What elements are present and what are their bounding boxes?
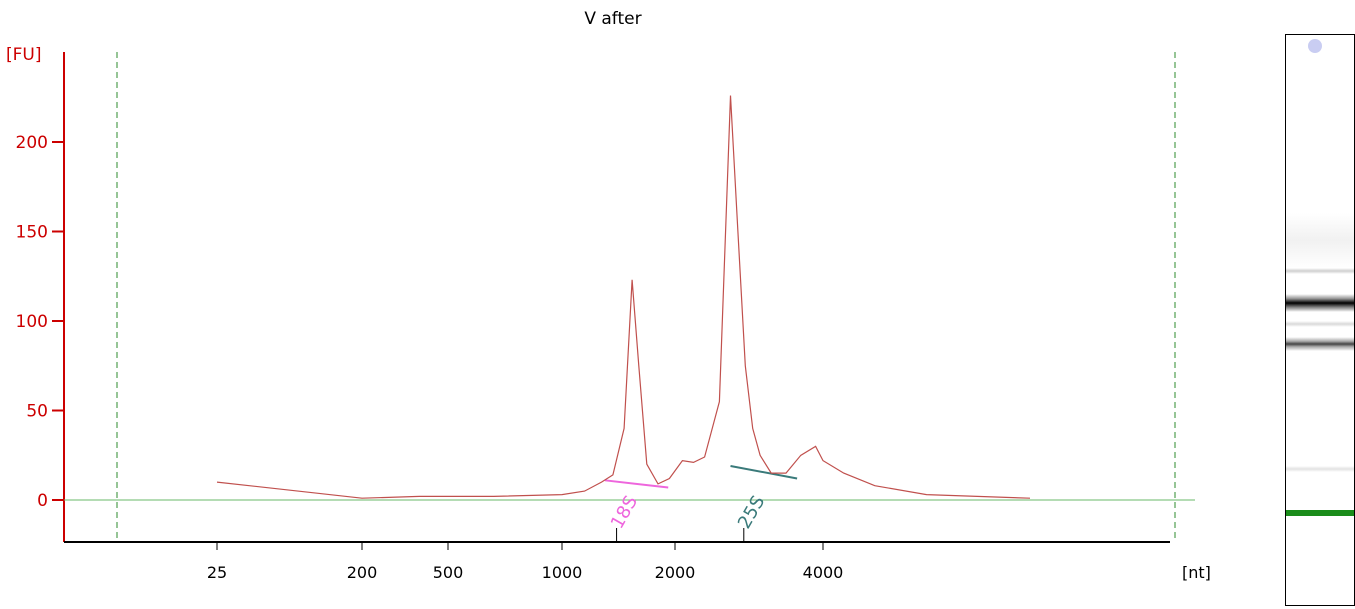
rrna-markers: 18S 25S	[604, 465, 798, 542]
series-trace	[216, 95, 1031, 499]
gel-band-faint	[1286, 268, 1354, 274]
x-axis-unit-label: [nt]	[1182, 563, 1211, 582]
gel-band-mid	[1286, 321, 1354, 327]
x-tick-label: 500	[433, 563, 464, 582]
y-tick-label: 150	[16, 223, 48, 243]
y-tick-label: 100	[16, 312, 48, 332]
gel-band-faint-top	[1286, 213, 1354, 268]
y-ticks: 0 50 100 150 200	[16, 133, 64, 511]
y-axis-unit-label: [FU]	[6, 45, 42, 65]
marker-label: 25S	[734, 492, 769, 532]
gel-marker-band	[1286, 510, 1354, 516]
gel-band-low	[1286, 466, 1354, 472]
y-tick-label: 200	[16, 133, 48, 153]
y-tick-label: 0	[37, 491, 48, 511]
x-tick-label: 2000	[655, 563, 696, 582]
y-tick-label: 50	[26, 402, 48, 422]
x-tick-label: 1000	[542, 563, 583, 582]
marker-label: 18S	[607, 492, 642, 532]
gel-band-25s	[1286, 294, 1354, 312]
sun-icon	[1308, 39, 1322, 53]
gel-lane-image	[1285, 34, 1355, 606]
chart-title: V after	[584, 9, 641, 29]
series-layer	[216, 95, 1031, 499]
x-tick-label: 25	[207, 563, 227, 582]
electropherogram-chart: V after [FU] 0 50 100 150 200 [nt] 25 200 500 1…	[6, 9, 1211, 582]
marker-baseline	[604, 479, 669, 489]
gel-band-18s	[1286, 337, 1354, 351]
marker-baseline	[730, 465, 798, 480]
x-ticks: 25 200 500 1000 2000 4000	[207, 542, 844, 582]
x-tick-label: 4000	[803, 563, 844, 582]
x-tick-label: 200	[347, 563, 378, 582]
